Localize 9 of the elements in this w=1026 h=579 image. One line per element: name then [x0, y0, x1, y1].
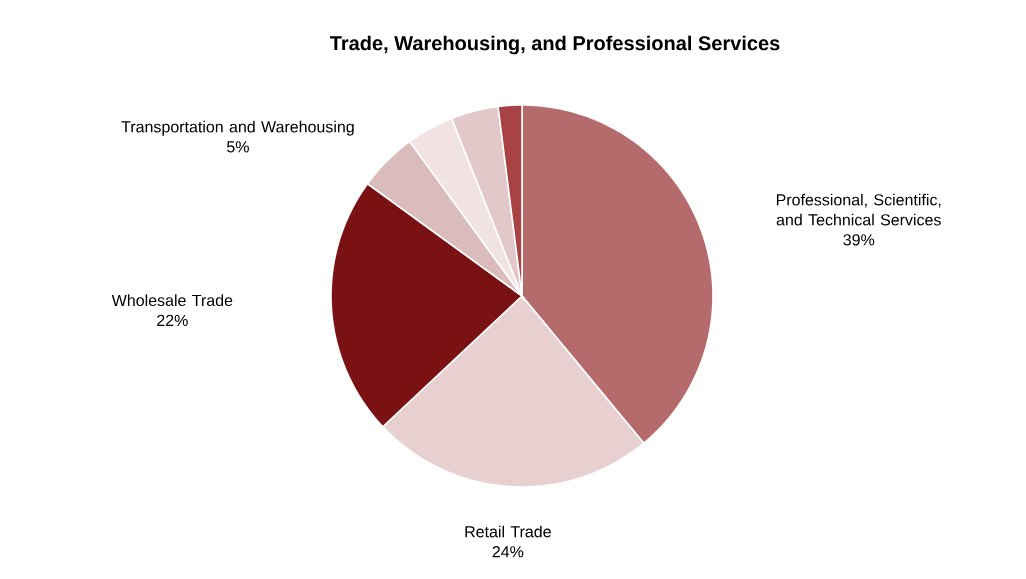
data-label: 22% — [157, 314, 188, 326]
slice-label: Professional, Scientific, and Technical Services — [776, 193, 941, 226]
data-label: 39% — [843, 234, 875, 246]
slice-label: Transportation and Warehousing — [121, 120, 354, 136]
chart-title: Trade, Warehousing, and Professional Services — [329, 35, 780, 55]
slice-label: Wholesale Trade — [111, 294, 233, 307]
data-label: 24% — [492, 546, 524, 558]
slice-label: Retail Trade — [465, 525, 551, 538]
data-label: 5% — [227, 141, 249, 153]
